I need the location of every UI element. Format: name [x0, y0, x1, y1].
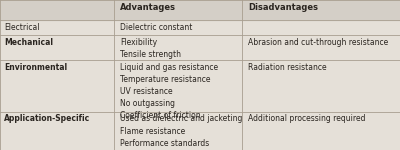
Text: Liquid and gas resistance
Temperature resistance
UV resistance
No outgassing
Coe: Liquid and gas resistance Temperature re… — [120, 63, 218, 120]
Text: Mechanical: Mechanical — [4, 38, 53, 47]
Text: Used as dielectric and jacketing
Flame resistance
Performance standards: Used as dielectric and jacketing Flame r… — [120, 114, 242, 148]
Text: Disadvantages: Disadvantages — [248, 3, 318, 12]
Text: Application-Specific: Application-Specific — [4, 114, 90, 123]
Text: Environmental: Environmental — [4, 63, 67, 72]
Text: Abrasion and cut-through resistance: Abrasion and cut-through resistance — [248, 38, 388, 47]
Text: Advantages: Advantages — [120, 3, 176, 12]
Bar — [0, 0, 400, 20]
Text: Additional processing required: Additional processing required — [248, 114, 366, 123]
Text: Radiation resistance: Radiation resistance — [248, 63, 327, 72]
Text: Electrical: Electrical — [4, 23, 40, 32]
Text: Dielectric constant: Dielectric constant — [120, 23, 192, 32]
Text: Flexibility
Tensile strength: Flexibility Tensile strength — [120, 38, 181, 59]
